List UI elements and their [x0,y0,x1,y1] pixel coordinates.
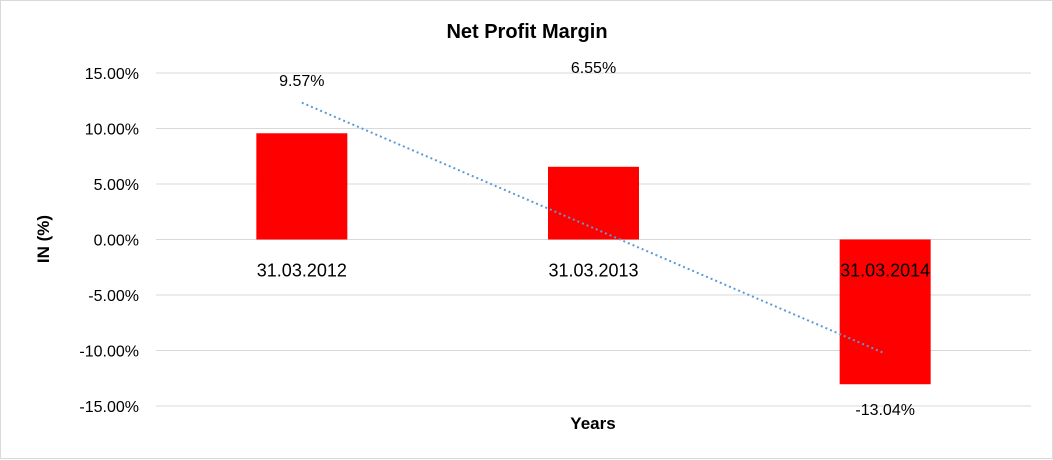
category-label: 31.03.2014 [840,261,930,281]
bars [256,133,931,385]
category-label: 31.03.2013 [548,261,638,281]
bar [839,239,931,385]
trendline [301,101,886,355]
y-tick-label: -5.00% [88,288,139,305]
y-axis-title: IN (%) [34,215,53,263]
data-label: 9.57% [279,73,324,90]
chart-title: Net Profit Margin [446,21,607,43]
trendline-group [301,101,886,355]
x-axis-title: Years [570,414,615,433]
y-tick-label: -10.00% [79,344,139,361]
y-tick-label: -15.00% [79,399,139,416]
y-tick-label: 0.00% [94,233,139,250]
y-tick-label: 5.00% [94,177,139,194]
y-tick-label: 15.00% [85,66,139,83]
y-tick-label: 10.00% [85,122,139,139]
y-axis-ticks: 15.00% 10.00% 5.00% 0.00% -5.00% -10.00% -15.0… [79,66,139,416]
bar [256,133,348,240]
data-label: 6.55% [571,60,616,77]
data-label: -13.04% [855,402,915,419]
labels: 31.03.2012 31.03.2013 31.03.2014 9.57% 6.55%… [257,60,930,419]
bar [548,166,639,240]
category-label: 31.03.2012 [257,261,347,281]
